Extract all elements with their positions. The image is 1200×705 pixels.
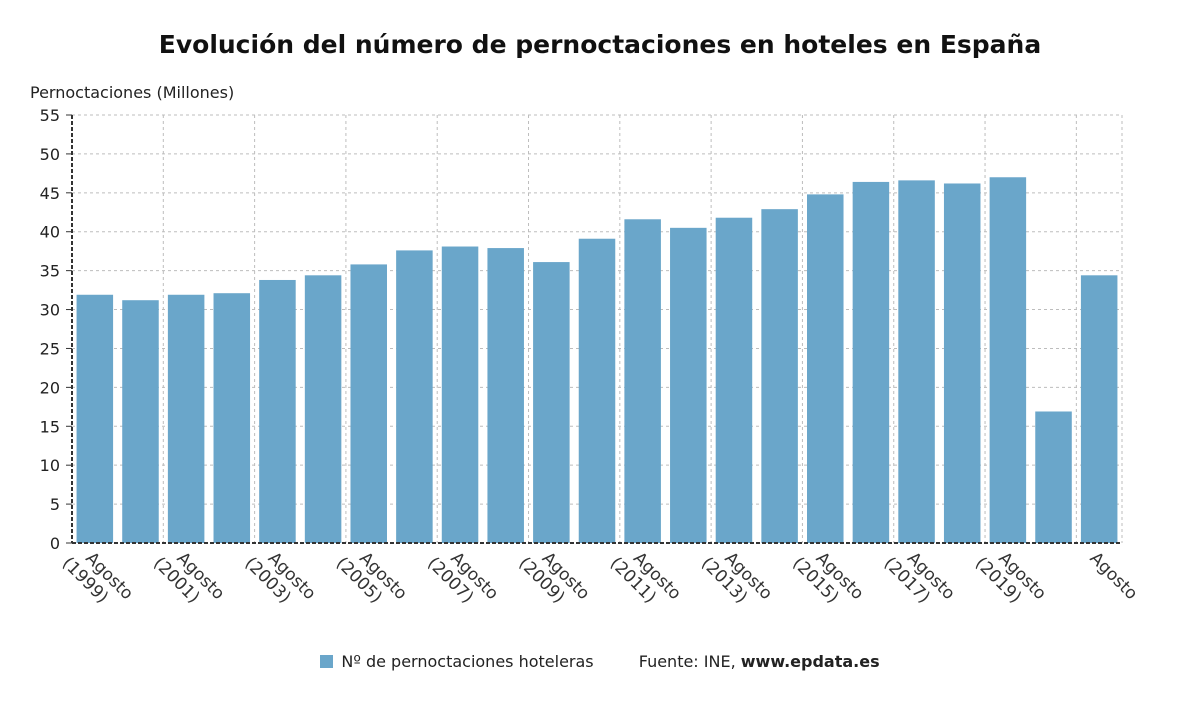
bar [943, 183, 981, 544]
bar [670, 227, 707, 543]
bar [715, 217, 753, 543]
y-tick-label: 40 [40, 223, 60, 242]
x-tick-label: Agosto(2001) [149, 539, 228, 618]
bar [898, 180, 935, 543]
y-tick-label: 50 [40, 145, 60, 164]
bar [624, 219, 661, 543]
bar [533, 262, 570, 543]
bar [852, 181, 890, 543]
bar [989, 177, 1027, 543]
y-tick-label: 5 [50, 495, 60, 514]
bar [350, 264, 387, 543]
y-tick-label: 45 [40, 184, 60, 203]
bar [396, 250, 433, 544]
bar [259, 279, 296, 543]
bar [167, 294, 205, 543]
legend-swatch [320, 655, 334, 668]
x-tick-label: Agosto(2013) [697, 539, 776, 618]
x-tick-label: Agosto(2011) [606, 539, 685, 618]
bar [304, 275, 342, 543]
bar [122, 300, 159, 543]
legend: Nº de pernoctaciones hoteleras Fuente: I… [0, 652, 1200, 671]
y-tick-label: 0 [50, 534, 60, 553]
bar [578, 238, 616, 544]
y-tick-label: 30 [40, 301, 60, 320]
x-tick-label: Agosto(2007) [423, 539, 502, 618]
y-tick-label: 15 [40, 417, 60, 436]
x-tick-label: Agosto(2003) [241, 539, 320, 618]
legend-series-label: Nº de pernoctaciones hoteleras [341, 652, 594, 671]
source-prefix: Fuente: INE, [638, 652, 736, 671]
y-tick-label: 55 [40, 106, 60, 125]
bar [1035, 411, 1072, 543]
source-note: Fuente: INE, www.epdata.es [639, 652, 880, 671]
x-tick-label: Agosto(2005) [332, 539, 411, 618]
x-tick-label: Agosto [1086, 548, 1142, 604]
bar [213, 293, 251, 543]
y-axis-label: Pernoctaciones (Millones) [30, 83, 234, 102]
bar [441, 246, 479, 543]
y-tick-label: 35 [40, 262, 60, 281]
x-tick-label: Agosto(2009) [514, 539, 593, 618]
bar [761, 209, 798, 543]
x-tick-label: Agosto(2015) [788, 539, 867, 618]
y-tick-label: 25 [40, 339, 60, 358]
bar [76, 294, 114, 543]
bar [807, 194, 844, 543]
x-tick-label: Agosto(2017) [880, 539, 959, 618]
x-tick-label: Agosto(2019) [971, 539, 1050, 618]
bar [1080, 275, 1118, 543]
source-site: www.epdata.es [740, 652, 880, 671]
y-tick-label: 10 [40, 456, 60, 475]
x-tick-label: Agosto(1999) [58, 539, 137, 618]
y-tick-label: 20 [40, 378, 60, 397]
bar [487, 248, 524, 543]
chart-title: Evolución del número de pernoctaciones e… [158, 30, 1042, 59]
